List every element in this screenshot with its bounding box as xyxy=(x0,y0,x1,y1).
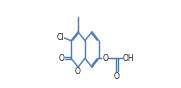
Text: O: O xyxy=(59,54,65,63)
Text: Cl: Cl xyxy=(57,34,64,43)
Text: O: O xyxy=(114,72,120,81)
Text: OH: OH xyxy=(123,54,134,63)
Text: O: O xyxy=(102,54,108,63)
Text: O: O xyxy=(75,67,81,76)
